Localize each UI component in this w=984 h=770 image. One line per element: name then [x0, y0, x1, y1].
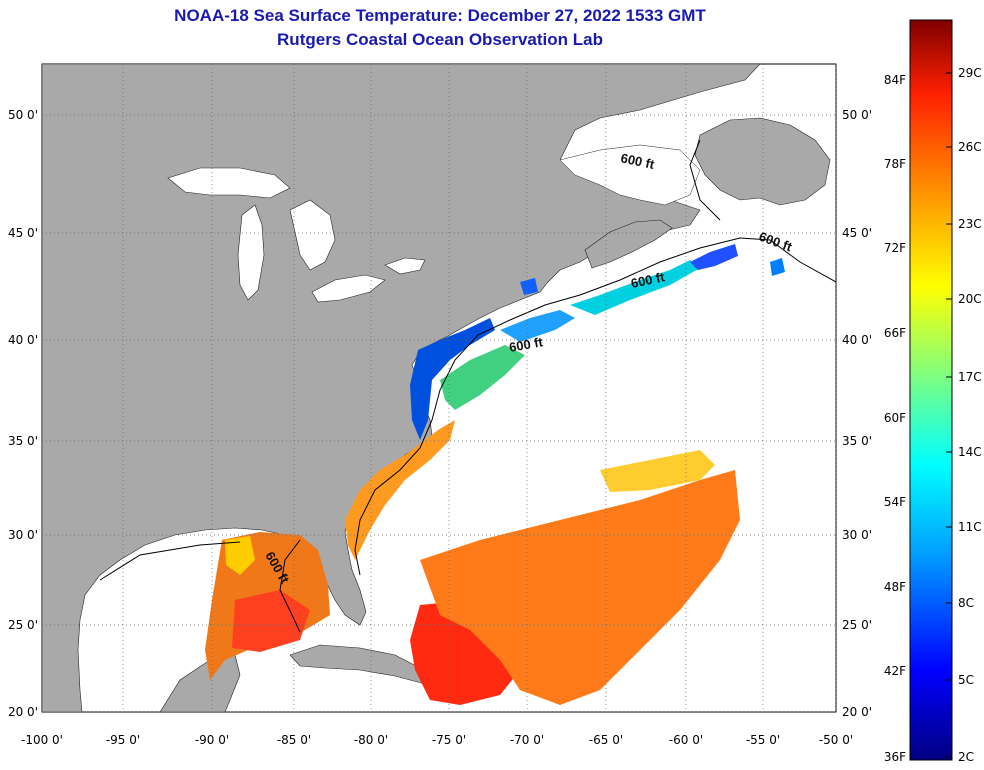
longitude-tick-label: -90 0' — [195, 733, 229, 747]
latitude-tick-label: 20 0' — [842, 705, 872, 719]
colorbar-f-label: 72F — [884, 241, 906, 255]
longitude-tick-label: -55 0' — [746, 733, 780, 747]
map-title: NOAA-18 Sea Surface Temperature: Decembe… — [174, 6, 706, 25]
longitude-tick-label: -80 0' — [354, 733, 388, 747]
longitude-tick-label: -100 0' — [21, 733, 63, 747]
colorbar — [909, 19, 953, 761]
land-newfoundland — [694, 117, 831, 206]
colorbar-c-label: 26C — [958, 140, 982, 154]
land-yucatan — [159, 654, 241, 712]
graticule — [42, 64, 836, 712]
longitude-tick-label: -50 0' — [819, 733, 853, 747]
latitude-labels-right: 50 0' 45 0' 40 0' 35 0' 30 0' 25 0' 20 0' — [842, 108, 872, 719]
colorbar-c-label: 5C — [958, 673, 974, 687]
latitude-tick-label: 35 0' — [8, 434, 38, 448]
latitude-tick-label: 25 0' — [8, 618, 38, 632]
longitude-tick-label: -85 0' — [277, 733, 311, 747]
colorbar-c-label: 29C — [958, 66, 982, 80]
latitude-tick-label: 40 0' — [842, 333, 872, 347]
gulf-st-lawrence — [559, 144, 701, 206]
colorbar-fahrenheit-labels: 84F 78F 72F 66F 60F 54F 48F 42F 36F — [884, 73, 906, 764]
land-nova-scotia — [584, 219, 673, 269]
colorbar-f-label: 48F — [884, 580, 906, 594]
colorbar-f-label: 60F — [884, 411, 906, 425]
colorbar-c-label: 8C — [958, 596, 974, 610]
latitude-tick-label: 20 0' — [8, 705, 38, 719]
longitude-labels: -100 0' -95 0' -90 0' -85 0' -80 0' -75 0' -70… — [21, 733, 853, 747]
latitude-tick-label: 50 0' — [842, 108, 872, 122]
longitude-tick-label: -75 0' — [432, 733, 466, 747]
latitude-tick-label: 45 0' — [842, 226, 872, 240]
contour-label: 600 ft — [508, 334, 545, 355]
colorbar-celsius-labels: 29C 26C 23C 20C 17C 14C 11C 8C 5C 2C — [946, 66, 982, 764]
colorbar-f-label: 42F — [884, 664, 906, 678]
latitude-tick-label: 30 0' — [8, 528, 38, 542]
longitude-tick-label: -95 0' — [106, 733, 140, 747]
longitude-tick-label: -65 0' — [589, 733, 623, 747]
latitude-tick-label: 50 0' — [8, 108, 38, 122]
latitude-tick-label: 25 0' — [842, 618, 872, 632]
colorbar-f-label: 78F — [884, 157, 906, 171]
map-subtitle: Rutgers Coastal Ocean Observation Lab — [277, 30, 603, 49]
colorbar-c-label: 2C — [958, 750, 974, 764]
latitude-labels-left: 50 0' 45 0' 40 0' 35 0' 30 0' 25 0' 20 0' — [8, 108, 38, 719]
colorbar-f-label: 66F — [884, 326, 906, 340]
colorbar-f-label: 84F — [884, 73, 906, 87]
great-lakes — [167, 167, 426, 303]
colorbar-c-label: 17C — [958, 370, 982, 384]
latitude-tick-label: 45 0' — [8, 226, 38, 240]
sst-imagery — [205, 244, 785, 705]
longitude-tick-label: -70 0' — [510, 733, 544, 747]
colorbar-c-label: 23C — [958, 217, 982, 231]
colorbar-f-label: 54F — [884, 495, 906, 509]
isobath-600ft — [99, 139, 836, 633]
latitude-tick-label: 35 0' — [842, 434, 872, 448]
latitude-tick-label: 40 0' — [8, 333, 38, 347]
latitude-tick-label: 30 0' — [842, 528, 872, 542]
colorbar-c-label: 14C — [958, 445, 982, 459]
longitude-tick-label: -60 0' — [669, 733, 703, 747]
colorbar-f-label: 36F — [884, 750, 906, 764]
colorbar-c-label: 11C — [958, 520, 982, 534]
contour-label: 600 ft — [630, 269, 667, 291]
colorbar-c-label: 20C — [958, 292, 982, 306]
contour-label: 600 ft — [619, 150, 656, 172]
